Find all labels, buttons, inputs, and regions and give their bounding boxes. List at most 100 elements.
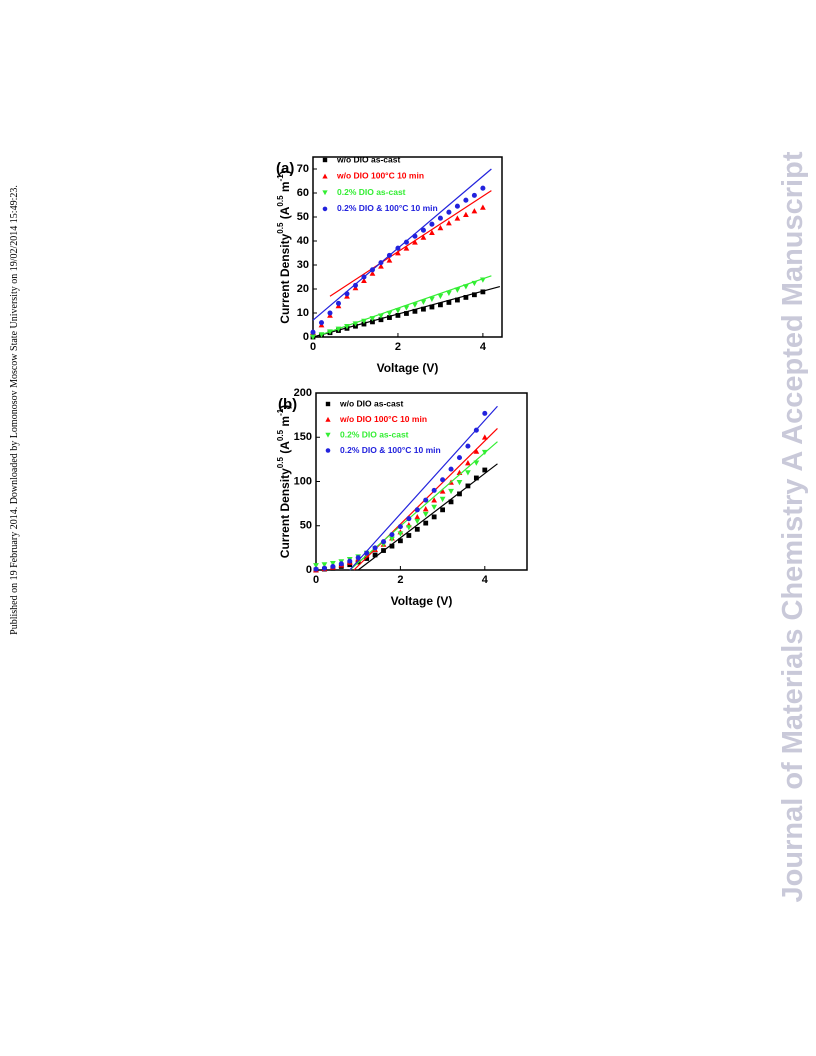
x-tick-label: 2: [397, 574, 403, 586]
marker: [455, 297, 460, 303]
marker: [405, 525, 412, 531]
marker: [318, 320, 325, 326]
y-tick-label: 40: [297, 235, 309, 247]
y-axis-label-part: m: [278, 181, 292, 195]
marker: [463, 211, 469, 217]
marker: [454, 203, 460, 209]
y-axis-label-part: ): [278, 405, 292, 409]
marker: [473, 460, 480, 466]
marker: [429, 221, 435, 227]
plot-frame: [312, 156, 503, 338]
marker: [414, 514, 421, 520]
marker: [412, 239, 418, 245]
fit-line: [349, 405, 498, 571]
marker: [344, 324, 350, 330]
marker: [439, 488, 446, 494]
marker: [361, 277, 367, 283]
marker: [313, 566, 319, 572]
marker: [310, 329, 316, 335]
y-tick-label: 200: [294, 387, 312, 399]
legend-marker: [322, 157, 328, 163]
marker: [446, 300, 452, 305]
marker: [395, 308, 401, 314]
marker: [448, 466, 454, 472]
marker: [395, 245, 401, 251]
legend-marker: [325, 448, 331, 453]
panel-label: (a): [276, 160, 294, 177]
marker: [369, 270, 376, 276]
marker: [389, 543, 395, 549]
y-axis-label: Current Density0.5 (A0.5 m-1): [276, 170, 292, 323]
marker: [473, 475, 479, 481]
marker: [414, 518, 421, 525]
marker: [378, 313, 384, 319]
marker: [404, 311, 409, 316]
y-axis-label-part: m: [278, 416, 292, 430]
marker: [361, 274, 367, 280]
marker: [372, 552, 378, 558]
fit-line: [312, 168, 492, 321]
marker: [480, 185, 486, 191]
marker: [420, 299, 427, 305]
marker: [454, 287, 461, 293]
marker: [378, 260, 384, 266]
marker: [412, 308, 418, 314]
legend-marker: [325, 416, 331, 422]
marker: [454, 215, 461, 221]
marker: [395, 250, 401, 256]
marker: [321, 565, 327, 571]
marker: [403, 239, 409, 245]
y-axis-label-sup: 0.5: [276, 195, 285, 207]
legend-marker: [325, 432, 331, 438]
marker: [429, 296, 435, 302]
legend-label: w/o DIO as-cast: [339, 398, 403, 408]
marker: [463, 197, 469, 203]
marker: [403, 305, 410, 311]
marker: [344, 291, 350, 297]
marker: [423, 497, 429, 503]
marker: [482, 467, 488, 473]
legend-label: w/o DIO 100°C 10 min: [339, 414, 427, 424]
y-axis-label-part: Current Density: [278, 468, 292, 558]
marker: [446, 209, 452, 215]
marker: [395, 313, 401, 318]
marker: [423, 520, 429, 526]
legend-label: 0.2% DIO & 100°C 10 min: [337, 203, 438, 213]
y-axis-label-sup: 0.5: [276, 457, 285, 469]
marker: [335, 300, 342, 306]
x-tick-label: 4: [482, 574, 489, 586]
marker: [335, 326, 342, 332]
marker: [429, 229, 435, 235]
marker: [431, 487, 437, 493]
marker: [386, 252, 392, 258]
marker: [397, 524, 403, 530]
y-axis-label-sup: -1: [276, 174, 285, 182]
marker: [473, 427, 479, 433]
marker: [465, 483, 471, 489]
marker: [456, 479, 463, 486]
marker: [386, 310, 393, 317]
marker: [437, 215, 443, 221]
marker: [381, 539, 387, 545]
legend-marker: [322, 173, 328, 179]
x-tick-label: 4: [480, 341, 487, 353]
marker: [412, 302, 418, 308]
marker: [463, 284, 469, 290]
marker: [321, 562, 328, 568]
y-axis-label: Current Density0.5 (A0.5 m-1): [276, 405, 292, 558]
marker: [372, 545, 378, 551]
y-tick-label: 10: [297, 307, 309, 319]
marker: [406, 516, 412, 522]
marker: [431, 497, 438, 503]
marker: [327, 310, 333, 316]
marker: [429, 304, 435, 310]
marker: [437, 293, 444, 300]
marker: [361, 318, 367, 325]
marker: [473, 448, 480, 454]
marker: [446, 220, 452, 226]
marker: [369, 316, 376, 322]
marker: [352, 282, 358, 288]
legend-marker: [325, 401, 331, 407]
fit-line: [329, 190, 492, 297]
marker: [381, 548, 386, 553]
